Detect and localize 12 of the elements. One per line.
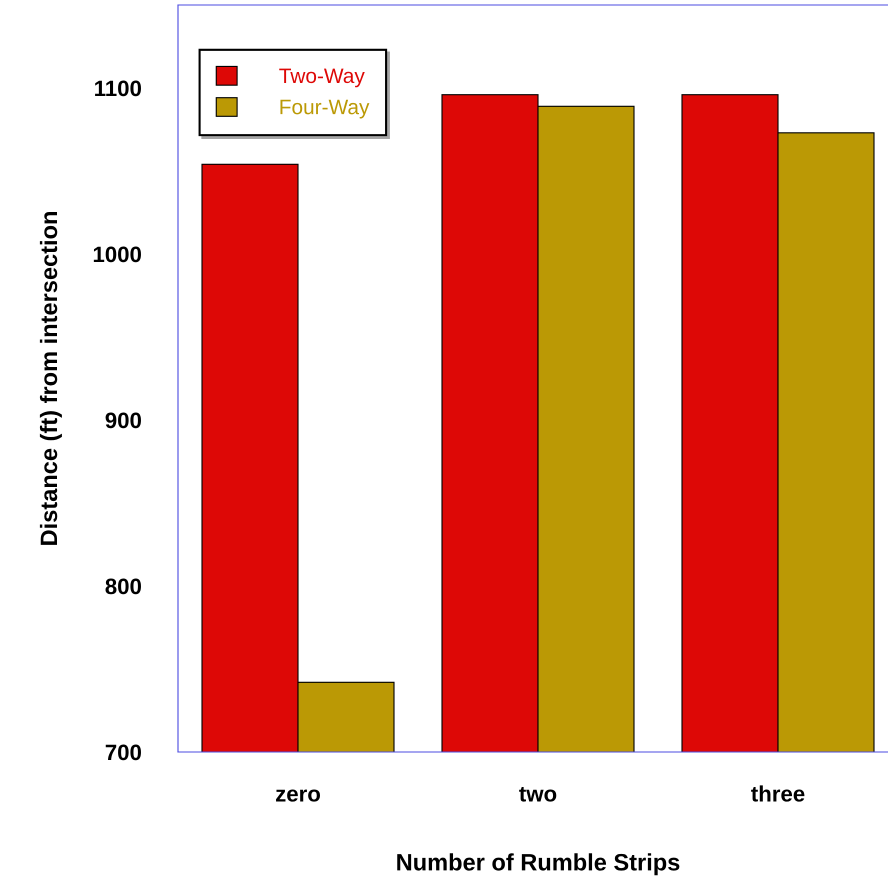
y-tick-label: 800	[106, 578, 141, 594]
legend-label: Four-Way	[280, 100, 370, 118]
legend-label: Two-Way	[279, 68, 365, 88]
x-tick-label: three	[751, 785, 804, 802]
x-tick-label: zero	[276, 789, 320, 802]
x-axis-title: Number of Rumble Strips	[397, 853, 680, 876]
y-tick-label: 1000	[94, 246, 141, 262]
y-tick-label: 1100	[95, 80, 141, 96]
y-axis-title: Distance (ft) from intersection	[40, 212, 62, 545]
y-tick-label: 900	[106, 412, 141, 428]
y-tick-label: 700	[106, 744, 141, 760]
x-tick-label: two	[519, 786, 556, 802]
